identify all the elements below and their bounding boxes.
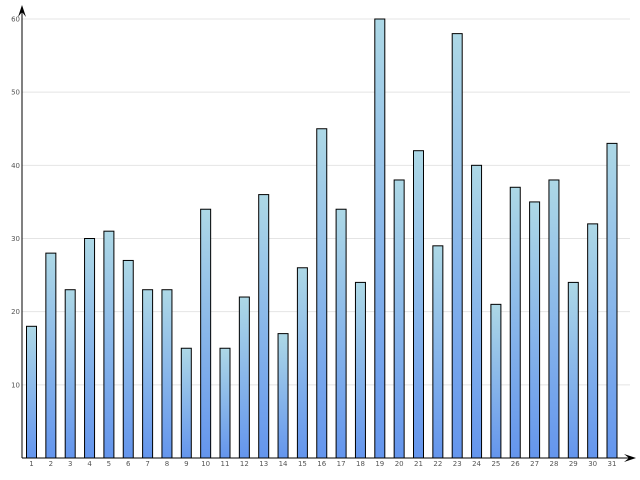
bar-6 — [122, 259, 134, 459]
bar-27 — [529, 201, 541, 459]
x-tick-label: 29 — [569, 460, 578, 468]
x-tick-label: 3 — [68, 460, 72, 468]
x-tick-label: 18 — [356, 460, 365, 468]
x-tick-label: 21 — [414, 460, 423, 468]
bar-18 — [354, 281, 366, 459]
x-tick-label: 4 — [87, 460, 92, 468]
bar-3 — [64, 289, 76, 459]
x-tick-label: 16 — [317, 460, 326, 468]
bar-12 — [238, 296, 250, 459]
bar-17 — [335, 208, 347, 459]
axes — [18, 5, 636, 462]
bar-28 — [548, 179, 560, 459]
bar-23 — [451, 33, 463, 459]
bar-21 — [413, 150, 424, 459]
x-tick-label: 19 — [375, 460, 384, 468]
y-tick-label: 50 — [11, 89, 20, 97]
bar-31 — [606, 142, 618, 459]
x-tick-label: 8 — [165, 460, 169, 468]
x-tick-label: 2 — [49, 460, 53, 468]
x-tick-label: 12 — [240, 460, 249, 468]
y-tick-label: 10 — [11, 381, 20, 389]
bar-14 — [277, 333, 289, 459]
x-tick-label: 25 — [491, 460, 500, 468]
bar-26 — [509, 186, 521, 459]
x-tick-label: 1 — [29, 460, 33, 468]
bar-13 — [258, 194, 270, 459]
y-axis-arrow-icon — [18, 5, 26, 17]
bar-25 — [490, 303, 502, 459]
x-tick-label: 14 — [279, 460, 288, 468]
bar-20 — [393, 179, 405, 459]
y-tick-label: 60 — [11, 16, 20, 24]
bar-2 — [45, 252, 57, 459]
bar-4 — [84, 238, 96, 459]
x-tick-label: 31 — [608, 460, 617, 468]
y-tick-label: 40 — [11, 162, 20, 170]
bars — [26, 18, 618, 459]
bar-8 — [161, 289, 173, 459]
x-tick-label: 28 — [549, 460, 558, 468]
x-tick-label: 23 — [453, 460, 462, 468]
x-tick-label: 17 — [337, 460, 346, 468]
x-tick-label: 11 — [221, 460, 230, 468]
y-tick-label: 30 — [11, 235, 20, 243]
bar-9 — [180, 347, 192, 459]
bar-1 — [26, 325, 37, 459]
bar-24 — [471, 164, 483, 459]
x-tick-label: 27 — [530, 460, 539, 468]
bar-10 — [200, 208, 212, 459]
bar-29 — [567, 281, 579, 459]
x-tick-label: 10 — [201, 460, 210, 468]
bar-19 — [374, 18, 386, 459]
x-axis-arrow-icon — [624, 454, 636, 462]
x-tick-label: 6 — [126, 460, 131, 468]
x-tick-label: 20 — [395, 460, 404, 468]
x-tick-label: 26 — [511, 460, 520, 468]
bar-5 — [103, 230, 115, 459]
bar-15 — [296, 267, 308, 459]
y-tick-label: 20 — [11, 308, 20, 316]
bar-11 — [219, 347, 231, 459]
x-tick-label: 9 — [184, 460, 188, 468]
bar-7 — [142, 289, 154, 459]
x-tick-label: 7 — [145, 460, 149, 468]
x-tick-label: 13 — [259, 460, 268, 468]
x-tick-label: 24 — [472, 460, 481, 468]
x-tick-label: 15 — [298, 460, 307, 468]
bar-22 — [432, 245, 444, 459]
bar-16 — [316, 128, 328, 459]
x-tick-label: 30 — [588, 460, 597, 468]
x-tick-label: 5 — [107, 460, 111, 468]
x-tick-label: 22 — [433, 460, 442, 468]
bar-30 — [587, 223, 599, 459]
